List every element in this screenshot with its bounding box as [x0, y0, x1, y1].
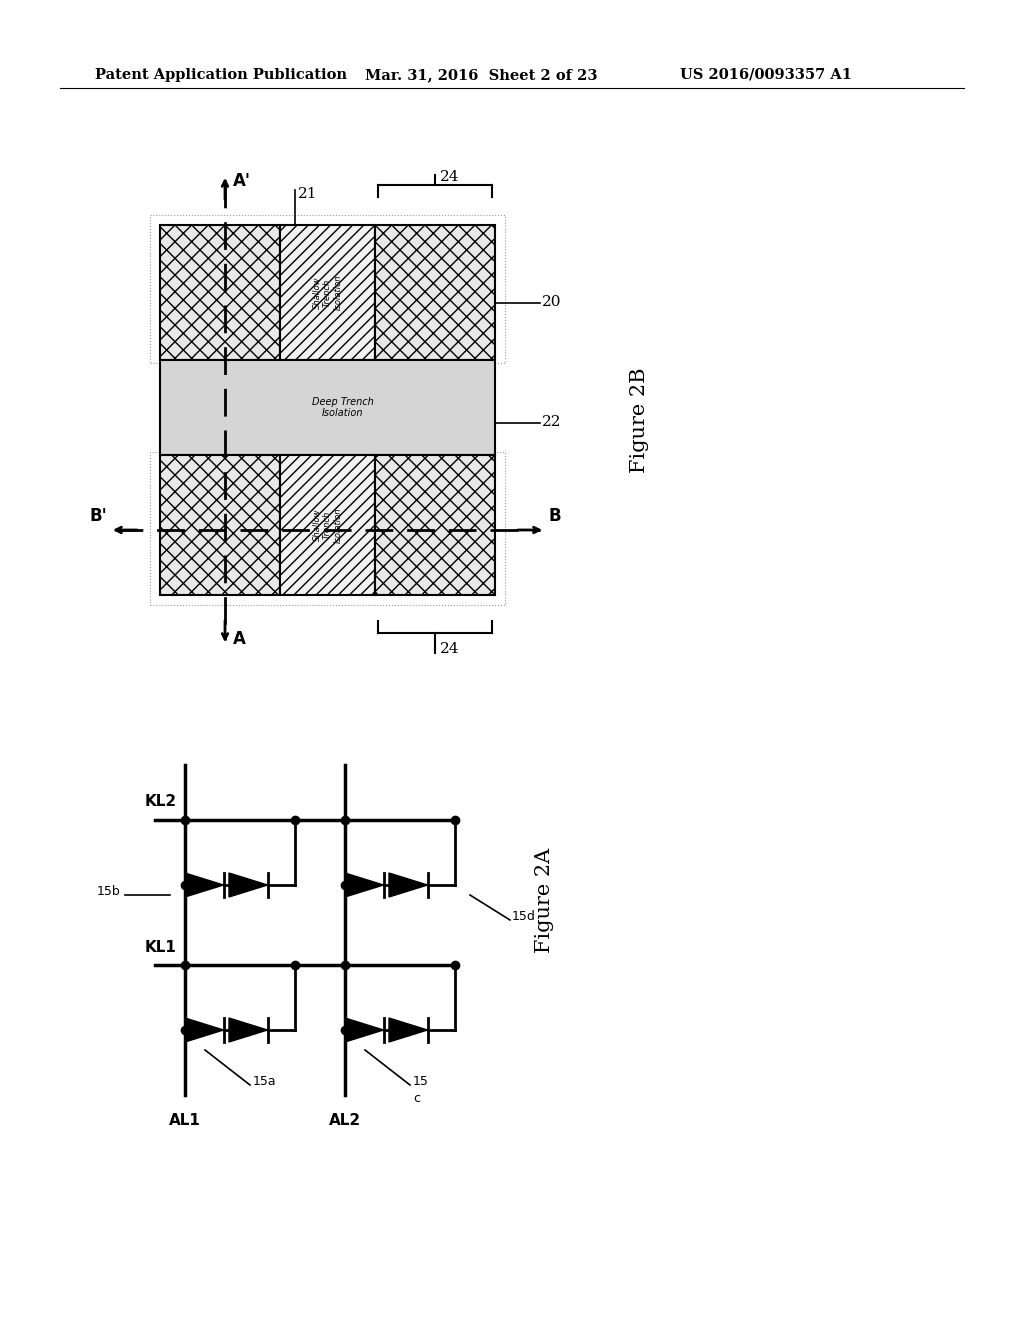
Polygon shape: [345, 873, 384, 898]
Bar: [375, 224, 495, 360]
Bar: [280, 224, 375, 360]
Text: 24: 24: [440, 642, 460, 656]
Bar: [375, 455, 495, 595]
Text: B': B': [89, 507, 106, 525]
Text: B: B: [548, 507, 560, 525]
Text: 21: 21: [298, 187, 317, 201]
Bar: [150, 215, 505, 363]
Text: Figure 2A: Figure 2A: [535, 847, 554, 953]
Text: 24: 24: [440, 170, 460, 183]
Bar: [160, 224, 280, 360]
Text: 15d: 15d: [512, 909, 536, 923]
Polygon shape: [345, 1018, 384, 1041]
Text: A: A: [233, 630, 246, 648]
Polygon shape: [229, 1018, 267, 1041]
Text: Mar. 31, 2016  Sheet 2 of 23: Mar. 31, 2016 Sheet 2 of 23: [365, 69, 597, 82]
Text: KL2: KL2: [144, 795, 177, 809]
Text: Shallow
Trench
Isolation: Shallow Trench Isolation: [312, 275, 342, 310]
Text: Patent Application Publication: Patent Application Publication: [95, 69, 347, 82]
Text: Shallow
Trench
Isolation: Shallow Trench Isolation: [312, 507, 342, 543]
Bar: [280, 455, 375, 595]
Polygon shape: [185, 873, 223, 898]
Polygon shape: [389, 873, 427, 898]
Text: 20: 20: [542, 296, 561, 309]
Text: Figure 2B: Figure 2B: [630, 367, 649, 473]
Polygon shape: [185, 1018, 223, 1041]
Text: 15b: 15b: [96, 884, 120, 898]
Bar: [160, 455, 280, 595]
Text: US 2016/0093357 A1: US 2016/0093357 A1: [680, 69, 852, 82]
Text: 22: 22: [542, 416, 561, 429]
Polygon shape: [389, 1018, 427, 1041]
Polygon shape: [229, 873, 267, 898]
Text: c: c: [413, 1092, 420, 1105]
Bar: [150, 451, 505, 605]
Text: A': A': [233, 172, 251, 190]
Text: 15: 15: [413, 1074, 429, 1088]
Text: Deep Trench
Isolation: Deep Trench Isolation: [311, 397, 374, 418]
Text: AL1: AL1: [169, 1113, 201, 1129]
Text: 15a: 15a: [253, 1074, 276, 1088]
Text: KL1: KL1: [145, 940, 177, 954]
Text: AL2: AL2: [329, 1113, 361, 1129]
Bar: [160, 360, 495, 455]
